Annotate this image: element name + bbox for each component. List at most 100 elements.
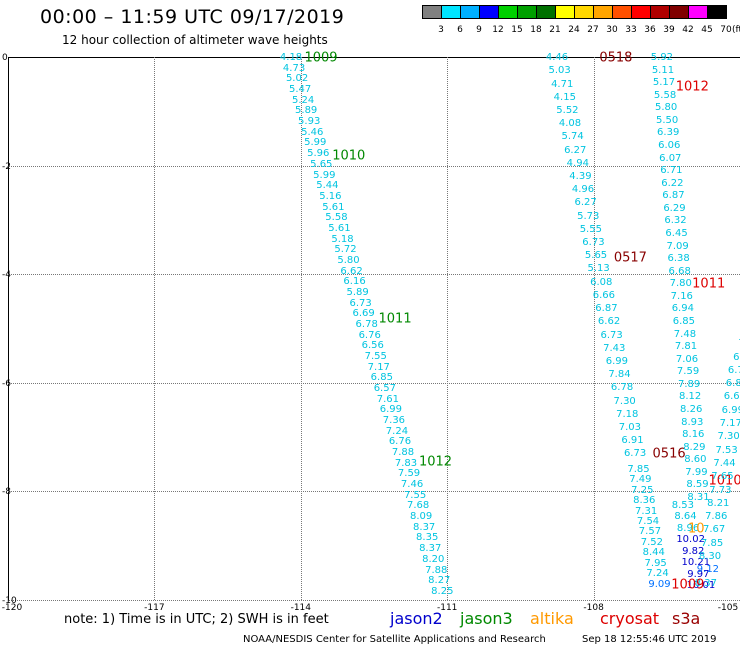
wave-height-value: 7.30	[613, 395, 636, 407]
wave-height-value: 7.43	[603, 342, 626, 354]
wave-height-value: 7.85	[627, 463, 650, 475]
map-frame	[8, 57, 740, 600]
wave-height-value: 7.67	[702, 524, 726, 536]
wave-height-value: 5.18	[331, 233, 354, 245]
colorbar-swatch	[517, 5, 537, 19]
wave-height-value: 9.09	[648, 578, 671, 590]
colorbar-swatch	[631, 5, 651, 19]
wave-height-value: 5.73	[577, 210, 600, 222]
wave-height-value: 5.44	[316, 180, 339, 192]
wave-height-value: 8.30	[698, 551, 722, 563]
longitude-tick-label: -114	[290, 603, 312, 613]
wave-height-value: 7.89	[677, 378, 701, 390]
colorbar-swatch	[536, 5, 556, 19]
wave-height-value: 6.91	[621, 435, 644, 447]
wave-height-value: 7.	[738, 339, 740, 349]
longitude-gridline	[300, 57, 302, 600]
wave-height-value: 7.54	[636, 516, 660, 527]
wave-height-value: 4.15	[553, 91, 576, 103]
wave-height-value: 7.24	[646, 568, 669, 580]
colorbar-label: 9	[476, 25, 482, 35]
wave-height-value: 7.36	[382, 415, 406, 427]
pass-time-label: 0518	[599, 50, 633, 66]
colorbar-swatch	[650, 5, 670, 19]
wave-height-value: 7.73	[709, 484, 732, 496]
footer-organization: NOAA/NESDIS Center for Satellite Applica…	[243, 634, 546, 645]
wave-height-value: 5.65	[310, 158, 333, 170]
wave-height-value: 6.78	[355, 318, 378, 330]
wave-height-value: 5.74	[561, 131, 584, 143]
latitude-tick-label: -8	[2, 487, 11, 498]
colorbar-label: 3	[438, 25, 444, 35]
wave-height-value: 6.69	[352, 308, 375, 320]
wave-height-value: 4.71	[551, 78, 574, 90]
colorbar-label: 6	[457, 25, 463, 35]
wave-height-value: 8.26	[680, 403, 703, 415]
wave-height-value: 5.11	[651, 64, 675, 76]
wave-height-value: 6.85	[672, 315, 696, 327]
wave-height-value: 4.73	[282, 62, 306, 74]
wave-height-value: 8.44	[642, 547, 665, 559]
latitude-tick-label: -6	[2, 378, 11, 389]
colorbar-label: 24	[568, 25, 580, 35]
longitude-tick-label: -105	[717, 603, 739, 613]
wave-height-value: 6.76	[358, 329, 381, 341]
wave-height-value: 7.95	[644, 557, 667, 569]
wave-height-value: 5.92	[650, 52, 674, 64]
colorbar-swatch	[555, 5, 575, 19]
longitude-tick-label: -111	[436, 603, 458, 613]
wave-height-value: 7.53	[715, 444, 738, 456]
pass-time-label: 1009	[304, 50, 338, 66]
longitude-tick-label: -108	[583, 603, 604, 613]
wave-height-value: 4.94	[566, 157, 589, 169]
wave-height-value: 8.60	[684, 454, 707, 466]
wave-height-value: 6.78	[610, 382, 634, 394]
longitude-gridline	[154, 57, 156, 600]
wave-height-value: 7.52	[640, 536, 663, 548]
longitude-tick-label: -117	[144, 603, 165, 613]
pass-time-label: 1011	[378, 311, 412, 327]
latitude-gridline	[8, 274, 740, 276]
wave-height-value: 5.80	[654, 102, 678, 114]
wave-height-value: 8.37	[694, 577, 717, 589]
wave-height-value: 4.96	[571, 184, 595, 196]
wave-height-value: 6.94	[671, 303, 694, 315]
footer-timestamp: Sep 18 12:55:46 UTC 2019	[582, 634, 717, 645]
satellite-legend-altika: altika	[530, 609, 574, 628]
longitude-tick-label: -120	[1, 603, 23, 613]
wave-height-value: 7.88	[425, 564, 448, 576]
page-title: 00:00 – 11:59 UTC 09/17/2019	[40, 6, 345, 28]
wave-height-value: 5.99	[313, 169, 336, 181]
wave-height-value: 7.59	[397, 468, 421, 480]
wave-height-value: 6.68	[668, 265, 691, 277]
wave-height-value: 6.45	[665, 228, 688, 240]
wave-height-value: 9.82	[682, 545, 705, 557]
wave-height-value: 6.57	[373, 383, 396, 395]
wave-height-value: 5.03	[548, 65, 571, 77]
wave-height-value: 8.37	[419, 543, 442, 555]
wave-height-value: 8.35	[416, 532, 439, 544]
wave-height-value: 4.46	[545, 52, 569, 64]
wave-height-value: 6.99	[379, 404, 403, 416]
wave-height-value: 6.56	[361, 340, 384, 352]
wave-height-value: 6.79	[727, 364, 740, 376]
latitude-gridline	[8, 491, 740, 493]
wave-height-value: 6.73	[623, 448, 647, 460]
wave-height-value: 6.83	[725, 378, 740, 390]
wave-height-value: 5.50	[656, 114, 679, 126]
colorbar-swatch	[669, 5, 689, 19]
wave-height-value: 7.18	[616, 408, 639, 420]
wave-height-value: 6.73	[582, 237, 605, 249]
wave-height-value: 4.18	[279, 52, 303, 64]
wave-height-value: 7.17	[367, 361, 390, 373]
wave-height-value: 6.99	[721, 404, 740, 416]
colorbar-swatch	[574, 5, 594, 19]
satellite-legend-jason3: jason3	[460, 609, 513, 628]
wave-height-value: 4.39	[569, 171, 592, 182]
wave-height-value: 6.87	[662, 190, 685, 202]
wave-height-value: 5.47	[288, 84, 312, 96]
latitude-gridline	[8, 382, 740, 384]
wave-height-value: 7.57	[638, 526, 662, 538]
wave-height-value: 5.89	[346, 286, 369, 298]
